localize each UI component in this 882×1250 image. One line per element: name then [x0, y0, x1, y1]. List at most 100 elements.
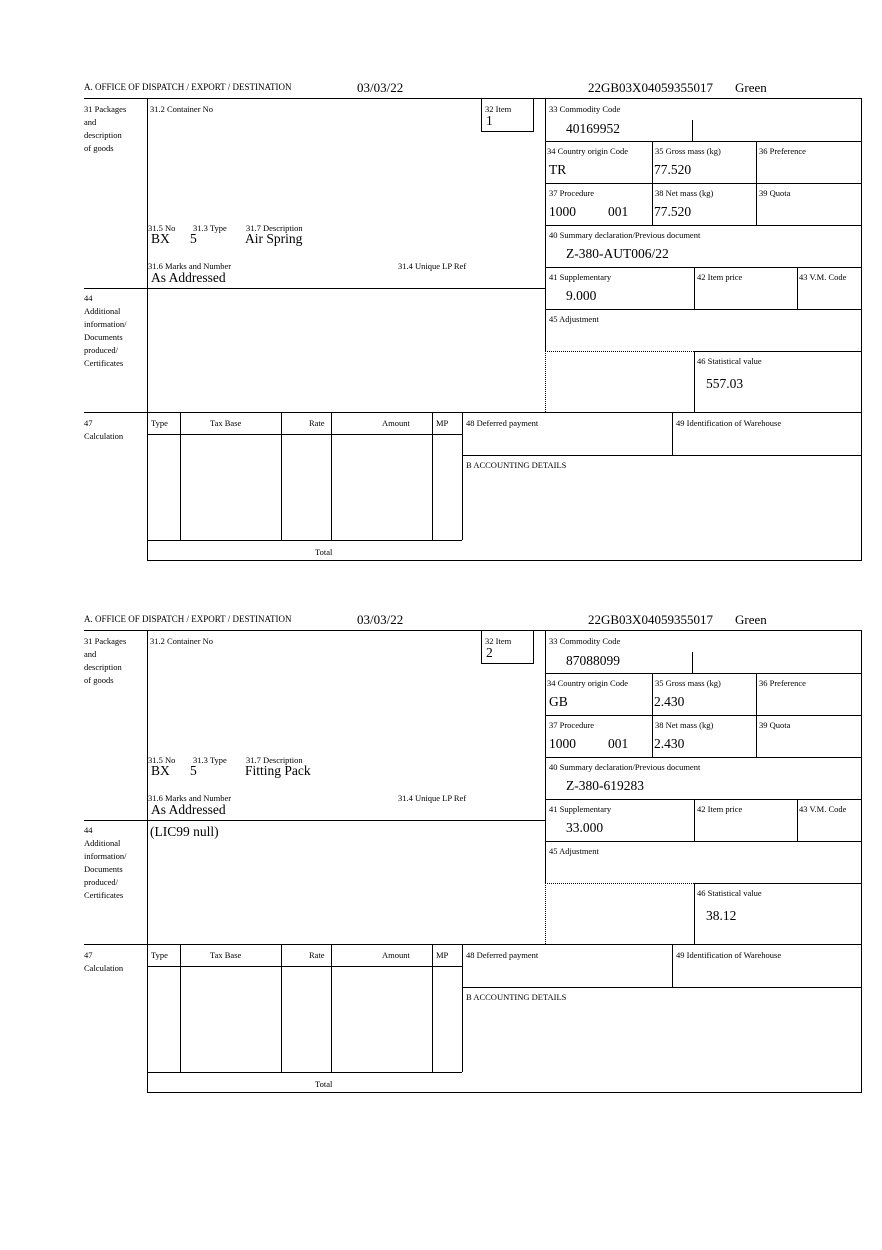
supplementary-label: 41 Supplementary [549, 272, 612, 282]
package-no: BX [151, 231, 170, 246]
marks-value: As Addressed [151, 270, 226, 285]
country-value: TR [549, 162, 567, 177]
declaration-item-form: A. OFFICE OF DISPATCH / EXPORT / DESTINA… [0, 0, 882, 561]
date: 03/03/22 [357, 612, 404, 627]
goods-description: Fitting Pack [245, 763, 311, 778]
packages-label: 31 Packages and description of goods [84, 636, 127, 685]
supplementary-value: 9.000 [566, 288, 597, 303]
country-value: GB [549, 694, 568, 709]
marks-value: As Addressed [151, 802, 226, 817]
no-label: 31.5 No [148, 223, 176, 233]
net-label: 38 Net mass (kg) [655, 188, 714, 198]
package-type: 5 [190, 231, 197, 246]
type-label: 31.3 Type [193, 755, 227, 765]
route: Green [735, 80, 767, 95]
item-price-label: 42 Item price [697, 272, 743, 282]
statistical-value: 38.12 [706, 908, 737, 923]
commodity-code: 40169952 [566, 121, 620, 136]
net-value: 77.520 [654, 204, 692, 219]
adjustment-label: 45 Adjustment [549, 314, 599, 324]
warehouse-label: 49 Identification of Warehouse [676, 950, 782, 960]
country-label: 34 Country origin Code [547, 146, 628, 156]
packages-label: 31 Packages and description of goods [84, 104, 127, 153]
description-label: 31.7 Description [246, 755, 303, 765]
rate-header: Rate [309, 950, 325, 960]
procedure-label: 37 Procedure [549, 720, 595, 730]
item-price-label: 42 Item price [697, 804, 743, 814]
supplementary-value: 33.000 [566, 820, 604, 835]
container-label: 31.2 Container No [150, 636, 214, 646]
item-label: 32 Item [485, 104, 512, 114]
preference-label: 36 Preference [759, 678, 806, 688]
reference-number: 22GB03X04059355017 [588, 612, 713, 627]
additional-label: 44 Additional information/ Documents pro… [84, 293, 127, 368]
package-type: 5 [190, 763, 197, 778]
reference-number: 22GB03X04059355017 [588, 80, 713, 95]
office-header: A. OFFICE OF DISPATCH / EXPORT / DESTINA… [84, 614, 292, 624]
marks-label: 31.6 Marks and Number [148, 261, 232, 271]
package-no: BX [151, 763, 170, 778]
quota-label: 39 Quota [759, 720, 791, 730]
deferred-label: 48 Deferred payment [466, 418, 539, 428]
commodity-code: 87088099 [566, 653, 620, 668]
calc-type-header: Type [151, 418, 168, 428]
amount-header: Amount [382, 950, 410, 960]
procedure-additional: 001 [608, 736, 629, 751]
procedure-value: 1000 [549, 204, 576, 219]
summary-value: Z-380-AUT006/22 [566, 246, 669, 261]
vm-code-label: 43 V.M. Code [799, 272, 847, 282]
declaration-item-form: A. OFFICE OF DISPATCH / EXPORT / DESTINA… [0, 532, 882, 1093]
preference-label: 36 Preference [759, 146, 806, 156]
goods-description: Air Spring [245, 231, 303, 246]
description-label: 31.7 Description [246, 223, 303, 233]
gross-label: 35 Gross mass (kg) [655, 678, 721, 688]
total-label: Total [315, 1079, 333, 1089]
calculation-label: 47 Calculation [84, 950, 124, 973]
statistical-label: 46 Statistical value [697, 888, 762, 898]
tax-base-header: Tax Base [210, 418, 242, 428]
item-label: 32 Item [485, 636, 512, 646]
supplementary-label: 41 Supplementary [549, 804, 612, 814]
procedure-label: 37 Procedure [549, 188, 595, 198]
unique-ref-label: 31.4 Unique LP Ref [398, 793, 467, 803]
additional-value: (LIC99 null) [150, 824, 219, 839]
route: Green [735, 612, 767, 627]
item-number: 1 [486, 113, 493, 128]
summary-label: 40 Summary declaration/Previous document [549, 230, 701, 240]
unique-ref-label: 31.4 Unique LP Ref [398, 261, 467, 271]
amount-header: Amount [382, 418, 410, 428]
statistical-value: 557.03 [706, 376, 744, 391]
warehouse-label: 49 Identification of Warehouse [676, 418, 782, 428]
commodity-label: 33 Commodity Code [549, 104, 621, 114]
accounting-label: B ACCOUNTING DETAILS [466, 460, 567, 470]
accounting-label: B ACCOUNTING DETAILS [466, 992, 567, 1002]
office-header: A. OFFICE OF DISPATCH / EXPORT / DESTINA… [84, 82, 292, 92]
marks-label: 31.6 Marks and Number [148, 793, 232, 803]
no-label: 31.5 No [148, 755, 176, 765]
gross-label: 35 Gross mass (kg) [655, 146, 721, 156]
country-label: 34 Country origin Code [547, 678, 628, 688]
procedure-value: 1000 [549, 736, 576, 751]
tax-base-header: Tax Base [210, 950, 242, 960]
net-label: 38 Net mass (kg) [655, 720, 714, 730]
item-number: 2 [486, 645, 493, 660]
net-value: 2.430 [654, 736, 685, 751]
container-label: 31.2 Container No [150, 104, 214, 114]
total-label: Total [315, 547, 333, 557]
summary-value: Z-380-619283 [566, 778, 644, 793]
statistical-label: 46 Statistical value [697, 356, 762, 366]
additional-label: 44 Additional information/ Documents pro… [84, 825, 127, 900]
calc-type-header: Type [151, 950, 168, 960]
gross-value: 77.520 [654, 162, 692, 177]
commodity-label: 33 Commodity Code [549, 636, 621, 646]
adjustment-label: 45 Adjustment [549, 846, 599, 856]
summary-label: 40 Summary declaration/Previous document [549, 762, 701, 772]
mp-header: MP [436, 418, 449, 428]
rate-header: Rate [309, 418, 325, 428]
type-label: 31.3 Type [193, 223, 227, 233]
mp-header: MP [436, 950, 449, 960]
deferred-label: 48 Deferred payment [466, 950, 539, 960]
gross-value: 2.430 [654, 694, 685, 709]
vm-code-label: 43 V.M. Code [799, 804, 847, 814]
